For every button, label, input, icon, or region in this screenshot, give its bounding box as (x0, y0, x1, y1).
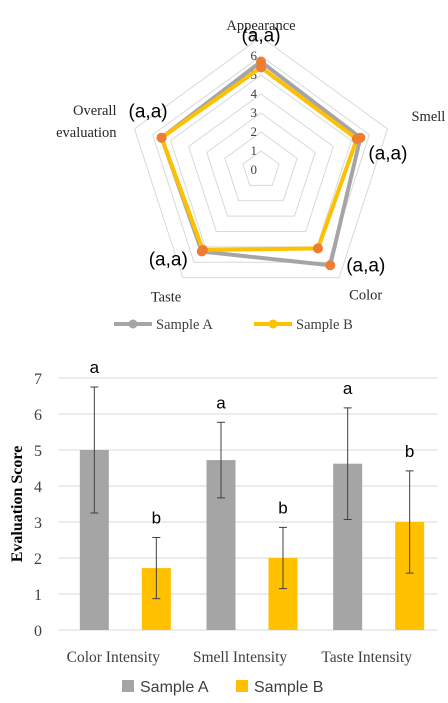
radar-tick-label: 6 (251, 48, 258, 63)
radar-point-marker (351, 133, 362, 144)
radar-legend-marker (268, 319, 278, 329)
radar-annotation: (a,a) (346, 255, 385, 276)
radar-point-marker (156, 132, 167, 143)
radar-grid-ring (133, 36, 389, 279)
radar-axis-label: Smell (411, 109, 445, 125)
radar-grid-ring (242, 150, 280, 186)
bar-chart: 0 1 2 3 4 5 6 7 Evaluation Score a b Color Intensit… (9, 358, 438, 696)
radar-axis-label: Appearance (226, 18, 295, 34)
radar-point-marker (256, 62, 266, 73)
radar-grid-ring (170, 74, 352, 248)
significance-label: a (90, 358, 100, 377)
radar-tick-label: 4 (251, 86, 258, 101)
bar-y-axis-title: Evaluation Score (9, 446, 26, 563)
radar-grid-ring (206, 112, 316, 217)
radar-tick-label: 2 (251, 124, 258, 139)
bar-category-label: Color Intensity (67, 649, 161, 666)
significance-label: b (405, 442, 414, 461)
radar-grid-ring (152, 55, 370, 263)
radar-axis-label: Color (349, 288, 382, 304)
radar-grid-ring (188, 93, 334, 232)
significance-label: a (343, 379, 353, 398)
radar-point-marker (325, 260, 336, 271)
bar-y-tick-label: 6 (34, 407, 42, 424)
bar-y-tick-label: 4 (34, 479, 42, 496)
radar-axis-label: evaluation (56, 125, 117, 141)
bar-y-tick-label: 1 (34, 587, 42, 604)
bar-legend-swatch (236, 680, 248, 692)
bar-y-tick-label: 0 (34, 623, 42, 640)
bar-y-tick-label: 5 (34, 443, 42, 460)
radar-grid-ring (224, 131, 298, 202)
bar-y-tick-label: 7 (34, 371, 42, 388)
radar-series-line (159, 59, 363, 268)
radar-tick-label: 7 (251, 29, 258, 44)
radar-tick-label: 0 (251, 162, 258, 177)
significance-label: a (216, 393, 226, 412)
bar-category-label: Smell Intensity (193, 649, 288, 666)
radar-annotation: (a,a) (241, 26, 280, 47)
radar-annotation: (a,a) (129, 102, 168, 123)
bar-category-label: Taste Intensity (321, 649, 412, 666)
significance-label: b (278, 498, 287, 517)
bar-legend-label: Sample A (140, 679, 209, 696)
radar-annotation: (a,a) (149, 249, 188, 270)
radar-legend-label: Sample A (156, 317, 213, 333)
radar-tick-label: 3 (251, 105, 258, 120)
radar-axis-label: Taste (151, 290, 181, 306)
bar-legend-label: Sample B (254, 679, 323, 696)
significance-label: b (152, 508, 161, 527)
radar-legend-marker (128, 319, 138, 329)
radar-tick-label: 1 (251, 143, 258, 158)
radar-chart: 01234567AppearanceSmellColorTasteOverall… (56, 18, 445, 333)
radar-legend-label: Sample B (296, 317, 353, 333)
radar-point-marker (197, 244, 208, 255)
radar-axis-label: Overall (73, 103, 116, 119)
bar-y-tick-label: 3 (34, 515, 42, 532)
radar-annotation: (a,a) (368, 144, 407, 165)
radar-series-line (159, 65, 359, 252)
radar-point-marker (312, 243, 323, 254)
bar-y-tick-label: 2 (34, 551, 42, 568)
bar-legend-swatch (122, 680, 134, 692)
